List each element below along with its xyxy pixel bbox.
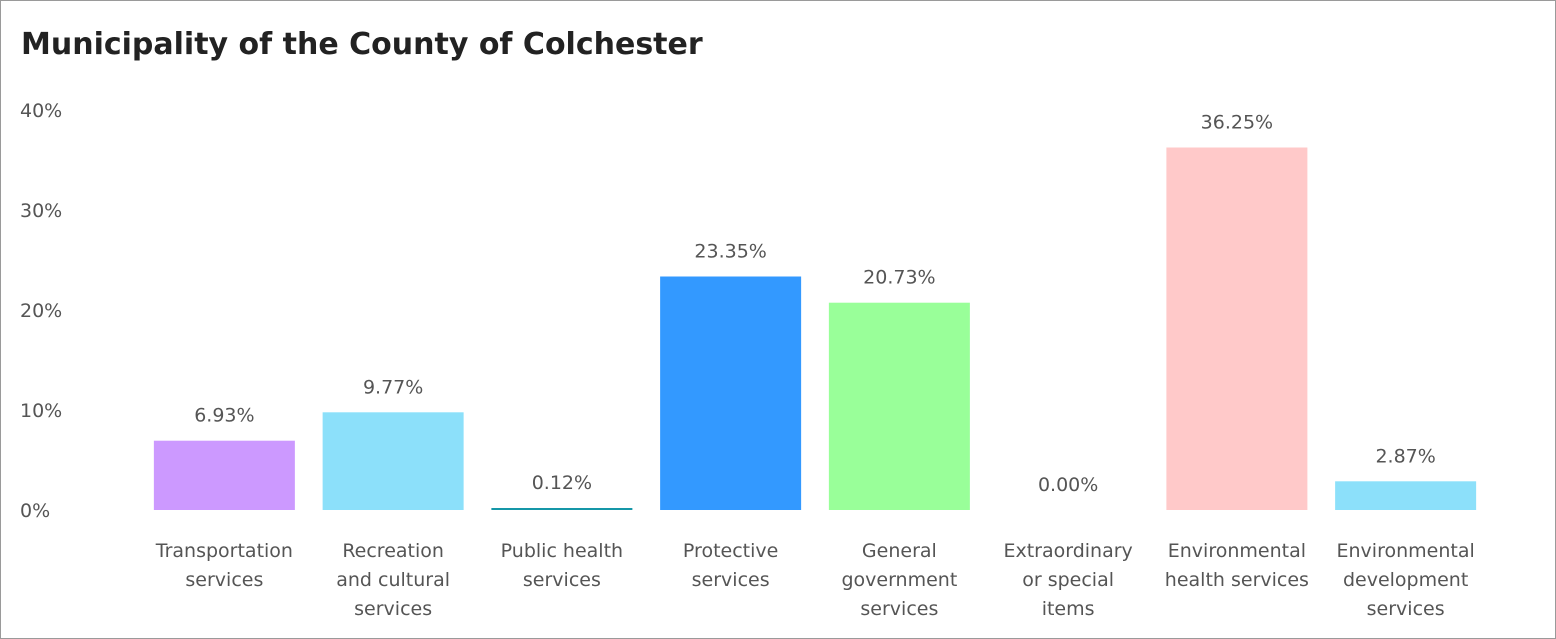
x-tick-label-line: and cultural <box>336 569 450 591</box>
bar[interactable] <box>153 440 295 510</box>
x-tick-label-line: Environmental <box>1337 540 1475 562</box>
bar[interactable] <box>660 276 802 511</box>
bar[interactable] <box>491 508 633 510</box>
data-label: 36.25% <box>1201 112 1273 134</box>
y-tick-label: 10% <box>20 400 62 422</box>
x-tick-label-line: Recreation <box>342 540 444 562</box>
y-axis: 0% 10% 20% 30% 40% <box>20 100 62 522</box>
x-tick-label-line: items <box>1042 598 1095 620</box>
y-tick-label: 0% <box>20 500 50 522</box>
x-tick-label: Transportation services <box>155 540 293 591</box>
bar[interactable] <box>322 412 464 510</box>
data-label: 23.35% <box>694 241 766 263</box>
data-label: 0.12% <box>532 472 592 494</box>
x-tick-label-line: services <box>860 598 938 620</box>
x-tick-label-line: General <box>862 540 937 562</box>
y-tick-label: 20% <box>20 300 62 322</box>
y-tick-label: 30% <box>20 200 62 222</box>
x-tick-label: General government services <box>841 540 957 620</box>
x-tick-label-line: Public health <box>501 540 623 562</box>
x-tick-label: Public health services <box>501 540 623 591</box>
bar[interactable] <box>1335 481 1477 510</box>
x-tick-label-line: services <box>1367 598 1445 620</box>
x-tick-label-line: services <box>185 569 263 591</box>
x-tick-label-line: Protective <box>683 540 778 562</box>
x-tick-label-line: Environmental <box>1168 540 1306 562</box>
bar[interactable] <box>1166 147 1308 511</box>
y-tick-label: 40% <box>20 100 62 122</box>
data-label: 9.77% <box>363 376 423 398</box>
x-tick-label-line: services <box>692 569 770 591</box>
bar-series <box>153 147 1477 511</box>
x-tick-label: Environmental development services <box>1337 540 1475 620</box>
x-tick-label: Protective services <box>683 540 778 591</box>
data-label: 20.73% <box>863 267 935 289</box>
x-tick-label-line: Transportation <box>155 540 293 562</box>
x-tick-label-line: health services <box>1165 569 1309 591</box>
data-label: 2.87% <box>1375 445 1435 467</box>
x-tick-label-line: services <box>354 598 432 620</box>
x-tick-label-line: government <box>841 569 957 591</box>
value-labels: 6.93% 9.77% 0.12% 23.35% 20.73% 0.00% 36.25% 2.… <box>194 112 1436 497</box>
data-label: 6.93% <box>194 405 254 427</box>
x-tick-label: Environmental health services <box>1165 540 1309 591</box>
x-axis: Transportation services Recreation and cult… <box>155 540 1475 620</box>
x-tick-label-line: services <box>523 569 601 591</box>
data-label: 0.00% <box>1038 474 1098 496</box>
bar[interactable] <box>828 302 970 510</box>
x-tick-label-line: or special <box>1022 569 1114 591</box>
x-tick-label-line: Extraordinary <box>1003 540 1132 562</box>
x-tick-label: Extraordinary or special items <box>1003 540 1132 620</box>
chart-title: Municipality of the County of Colchester <box>21 27 703 62</box>
x-tick-label-line: development <box>1343 569 1468 591</box>
x-tick-label: Recreation and cultural services <box>336 540 450 620</box>
